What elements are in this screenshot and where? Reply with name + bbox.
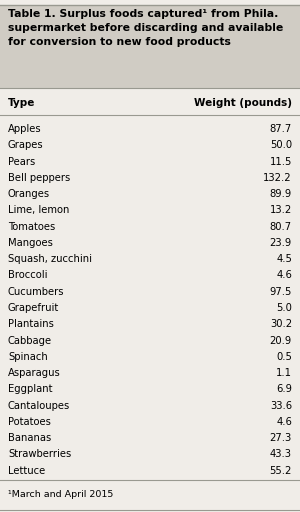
Text: 30.2: 30.2 <box>270 319 292 329</box>
Text: 27.3: 27.3 <box>270 433 292 443</box>
Text: ¹March and April 2015: ¹March and April 2015 <box>8 490 113 499</box>
Text: Squash, zucchini: Squash, zucchini <box>8 254 92 264</box>
Text: 4.6: 4.6 <box>276 417 292 427</box>
Text: Grapes: Grapes <box>8 140 44 151</box>
Text: 0.5: 0.5 <box>276 352 292 362</box>
Text: Bananas: Bananas <box>8 433 51 443</box>
Text: 4.6: 4.6 <box>276 270 292 281</box>
Text: Weight (pounds): Weight (pounds) <box>194 98 292 108</box>
Text: 1.1: 1.1 <box>276 368 292 378</box>
Text: Lettuce: Lettuce <box>8 466 45 476</box>
Text: 50.0: 50.0 <box>270 140 292 151</box>
Text: Plantains: Plantains <box>8 319 54 329</box>
Text: 89.9: 89.9 <box>270 189 292 199</box>
Text: 80.7: 80.7 <box>270 222 292 231</box>
Text: 6.9: 6.9 <box>276 385 292 394</box>
Text: Broccoli: Broccoli <box>8 270 47 281</box>
Text: Cucumbers: Cucumbers <box>8 287 64 297</box>
Text: Eggplant: Eggplant <box>8 385 52 394</box>
Text: Asparagus: Asparagus <box>8 368 61 378</box>
Text: 5.0: 5.0 <box>276 303 292 313</box>
Text: 97.5: 97.5 <box>270 287 292 297</box>
Text: Tomatoes: Tomatoes <box>8 222 55 231</box>
Text: 20.9: 20.9 <box>270 335 292 346</box>
Text: 13.2: 13.2 <box>270 205 292 216</box>
Text: 55.2: 55.2 <box>270 466 292 476</box>
Text: Lime, lemon: Lime, lemon <box>8 205 69 216</box>
Text: 132.2: 132.2 <box>263 173 292 183</box>
Text: 4.5: 4.5 <box>276 254 292 264</box>
Text: Mangoes: Mangoes <box>8 238 53 248</box>
Text: 23.9: 23.9 <box>270 238 292 248</box>
Text: Apples: Apples <box>8 124 42 134</box>
Text: Oranges: Oranges <box>8 189 50 199</box>
Text: 43.3: 43.3 <box>270 450 292 459</box>
Text: Pears: Pears <box>8 157 35 166</box>
Text: Type: Type <box>8 98 35 108</box>
Text: Bell peppers: Bell peppers <box>8 173 70 183</box>
Text: 87.7: 87.7 <box>270 124 292 134</box>
Text: Grapefruit: Grapefruit <box>8 303 59 313</box>
Text: 11.5: 11.5 <box>270 157 292 166</box>
Text: Spinach: Spinach <box>8 352 48 362</box>
Text: Potatoes: Potatoes <box>8 417 51 427</box>
Text: Cantaloupes: Cantaloupes <box>8 400 70 411</box>
Text: Table 1. Surplus foods captured¹ from Phila.
supermarket before discarding and a: Table 1. Surplus foods captured¹ from Ph… <box>8 9 283 47</box>
Text: Strawberries: Strawberries <box>8 450 71 459</box>
FancyBboxPatch shape <box>0 5 300 88</box>
Text: Cabbage: Cabbage <box>8 335 52 346</box>
Text: 33.6: 33.6 <box>270 400 292 411</box>
